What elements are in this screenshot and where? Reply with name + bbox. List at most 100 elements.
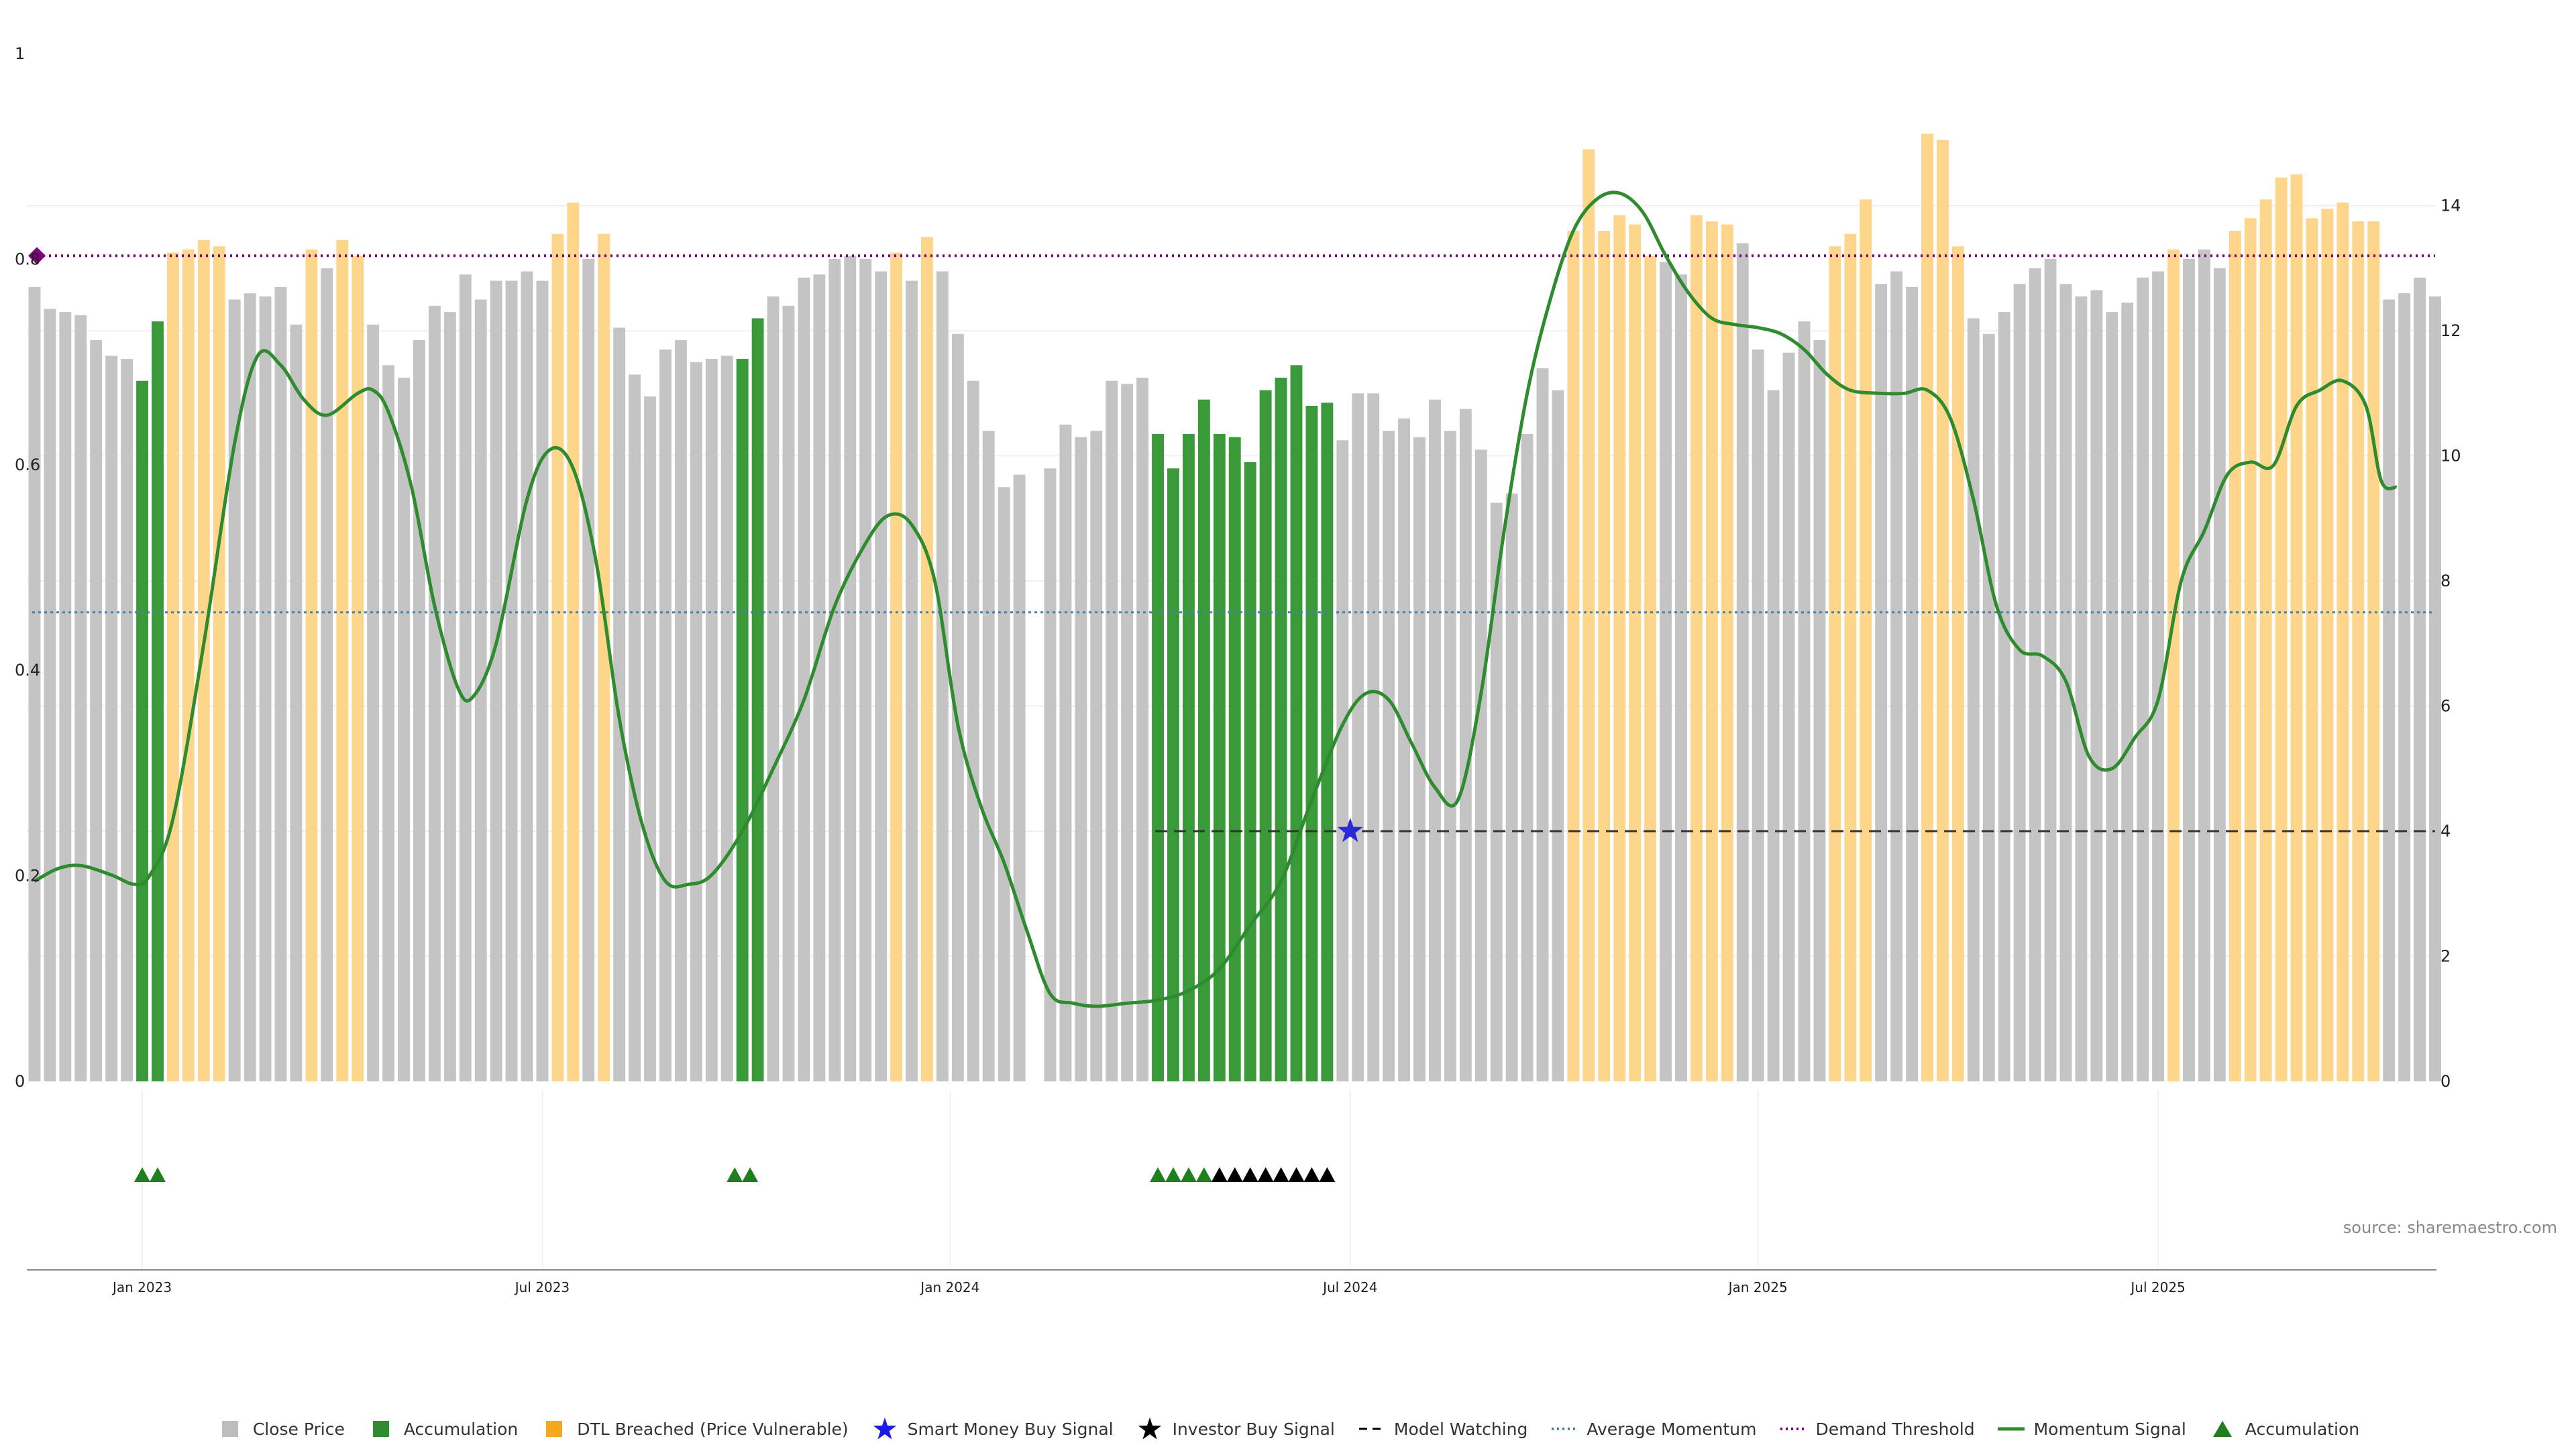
dtl-breached-bar xyxy=(1721,224,1733,1081)
close-price-bar xyxy=(1875,284,1888,1082)
close-price-bar xyxy=(121,359,133,1082)
accumulation-bar xyxy=(1167,468,1179,1081)
close-price-bar xyxy=(228,299,241,1081)
accumulation-bar xyxy=(751,318,764,1081)
right-axis-tick: 0 xyxy=(2440,1072,2451,1091)
close-price-bar xyxy=(521,271,533,1081)
accumulation-bar xyxy=(1290,365,1303,1081)
dtl-breached-bar xyxy=(1613,215,1626,1081)
close-price-bar xyxy=(74,315,87,1081)
close-price-bar xyxy=(2075,296,2088,1081)
close-price-bar xyxy=(2106,312,2118,1081)
accumulation-marker xyxy=(1165,1167,1181,1182)
right-axis-tick: 8 xyxy=(2440,572,2451,590)
legend-label: Momentum Signal xyxy=(2033,1419,2186,1439)
close-price-bar xyxy=(28,286,41,1081)
right-axis-tick: 2 xyxy=(2440,947,2451,966)
close-price-bar xyxy=(1998,312,2010,1081)
close-price-bar xyxy=(1752,350,1764,1081)
accumulation-bar xyxy=(1228,437,1241,1081)
square-icon xyxy=(372,1421,389,1437)
accumulation-marker xyxy=(742,1167,759,1182)
legend-label: Demand Threshold xyxy=(1815,1419,1975,1439)
legend-item: Accumulation xyxy=(368,1417,518,1441)
close-price-bar xyxy=(1521,433,1534,1081)
close-price-bar xyxy=(2383,299,2396,1081)
close-price-bar xyxy=(1121,384,1134,1081)
close-price-bar xyxy=(105,356,118,1081)
close-price-bar xyxy=(674,340,687,1082)
dtl-breached-bar xyxy=(1705,221,1718,1081)
close-price-bar xyxy=(1490,502,1503,1081)
close-price-bar xyxy=(1660,262,1672,1081)
accumulation-bar xyxy=(1259,390,1272,1081)
legend-item: Investor Buy Signal xyxy=(1136,1417,1335,1441)
close-price-bar xyxy=(2121,303,2134,1082)
close-price-bar xyxy=(2198,249,2210,1081)
right-axis-tick: 12 xyxy=(2440,321,2461,340)
close-price-bar xyxy=(828,258,841,1081)
close-price-bar xyxy=(1890,271,1903,1081)
legend-label: Accumulation xyxy=(2245,1419,2360,1439)
investor-buy-marker xyxy=(1319,1167,1336,1182)
accumulation-bar xyxy=(152,321,164,1082)
investor-buy-marker xyxy=(1273,1167,1289,1182)
accumulation-bar xyxy=(1213,433,1226,1081)
close-price-bar xyxy=(644,396,656,1081)
legend-item: Demand Threshold xyxy=(1779,1417,1975,1441)
dtl-breached-bar xyxy=(1860,199,1872,1082)
accumulation-bar xyxy=(1182,433,1195,1081)
dtl-breached-bar xyxy=(1829,246,1841,1082)
close-price-bar xyxy=(1798,321,1811,1082)
dtl-breached-bar xyxy=(2229,230,2241,1081)
dtl-breached-bar xyxy=(2306,218,2318,1082)
close-price-bar xyxy=(90,340,103,1082)
dtl-breached-bar xyxy=(2352,221,2365,1081)
close-price-bar xyxy=(875,271,888,1081)
close-price-bar xyxy=(1906,286,1919,1081)
close-price-bar xyxy=(1675,274,1687,1081)
close-price-bar xyxy=(413,340,425,1082)
close-price-bar xyxy=(428,305,441,1081)
accumulation-marker xyxy=(1195,1167,1212,1182)
close-price-bar xyxy=(998,487,1010,1081)
close-price-bar xyxy=(2213,268,2226,1081)
legend-item: Close Price xyxy=(217,1417,345,1441)
legend-label: Model Watching xyxy=(1393,1419,1528,1439)
legend-item: Model Watching xyxy=(1358,1417,1528,1441)
accumulation-bar xyxy=(1244,462,1256,1081)
left-axis-tick: 1 xyxy=(15,44,25,63)
close-price-bar xyxy=(398,378,410,1082)
dtl-breached-bar xyxy=(182,249,195,1081)
close-price-bar xyxy=(705,359,718,1082)
close-price-bar xyxy=(690,362,702,1081)
star-icon xyxy=(1138,1417,1161,1440)
legend-label: Average Momentum xyxy=(1587,1419,1757,1439)
line-icon xyxy=(1997,1427,2025,1431)
legend-label: Investor Buy Signal xyxy=(1172,1419,1335,1439)
close-price-bar xyxy=(505,280,518,1081)
close-price-bar xyxy=(1106,380,1118,1081)
source-label: source: sharemaestro.com xyxy=(2343,1218,2557,1237)
close-price-bar xyxy=(720,356,733,1081)
close-price-bar xyxy=(2137,277,2149,1081)
date-axis-label: Jan 2025 xyxy=(1727,1279,1788,1295)
close-price-bar xyxy=(782,305,795,1081)
dtl-breached-bar xyxy=(1629,224,1642,1081)
momentum-signal-line xyxy=(34,191,2398,1008)
dtl-breached-bar xyxy=(305,249,318,1081)
accumulation-marker xyxy=(1180,1167,1197,1182)
investor-buy-marker xyxy=(1242,1167,1258,1182)
close-price-bar xyxy=(1459,409,1472,1081)
close-price-bar xyxy=(1552,390,1564,1081)
demand-threshold-diamond xyxy=(28,247,46,265)
close-price-bar xyxy=(1967,318,1980,1081)
dtl-breached-bar xyxy=(197,239,210,1081)
close-price-bar xyxy=(1398,418,1411,1081)
close-price-bar xyxy=(2090,290,2103,1081)
dtl-breached-bar xyxy=(2167,249,2180,1081)
right-axis-tick: 4 xyxy=(2440,822,2451,841)
close-price-bar xyxy=(1444,431,1456,1081)
close-price-bar xyxy=(274,286,287,1081)
triangle-icon xyxy=(2212,1421,2232,1437)
